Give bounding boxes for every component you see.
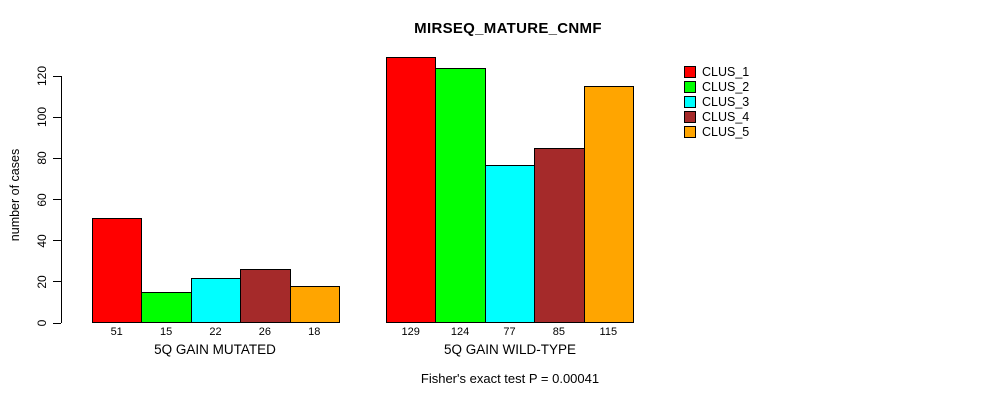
bar-clus-3-5q-gain-mutated <box>190 277 242 323</box>
bar-value-label-clus-5-5q-gain-wild-type: 115 <box>599 326 618 338</box>
bar-value-label-clus-3-5q-gain-mutated: 22 <box>209 326 222 338</box>
bar-clus-1-5q-gain-wild-type <box>386 57 437 323</box>
y-axis-tick <box>53 199 61 200</box>
legend-swatch-clus-2 <box>684 81 696 93</box>
legend-item-label: CLUS_2 <box>702 80 750 94</box>
bar-clus-5-5q-gain-mutated <box>289 285 340 323</box>
y-axis-tick <box>53 281 61 283</box>
x-axis-group-label-wild-type: 5Q GAIN WILD-TYPE <box>443 342 577 357</box>
y-axis-tick-label: 100 <box>35 107 49 128</box>
y-axis-tick <box>53 75 61 77</box>
bar-value-label-clus-4-5q-gain-mutated: 26 <box>258 326 272 338</box>
y-axis-tick <box>53 240 61 242</box>
y-axis-tick-label: 120 <box>35 65 49 87</box>
legend-item-label: CLUS_5 <box>702 125 750 139</box>
bar-value-label-clus-2-5q-gain-wild-type: 124 <box>450 326 470 338</box>
legend-item-clus-1: CLUS_1 <box>684 66 749 78</box>
legend-item-clus-3: CLUS_3 <box>684 96 749 108</box>
bar-value-label-clus-1-5q-gain-mutated: 51 <box>110 326 123 338</box>
legend: CLUS_1 CLUS_2 CLUS_3 CLUS_4 CLUS_5 <box>684 66 749 138</box>
y-axis-tick-label: 60 <box>35 192 49 207</box>
legend-item-label: CLUS_4 <box>702 110 750 124</box>
y-axis-tick-label: 20 <box>35 275 49 289</box>
bar-clus-3-5q-gain-wild-type <box>484 164 536 323</box>
y-axis-tick <box>53 322 61 324</box>
fisher-test-annotation: Fisher's exact test P = 0.00041 <box>420 371 600 386</box>
bar-clus-5-5q-gain-wild-type <box>583 86 634 323</box>
bar-value-label-clus-4-5q-gain-wild-type: 85 <box>552 326 566 338</box>
bar-clus-4-5q-gain-wild-type <box>534 148 585 323</box>
legend-item-clus-5: CLUS_5 <box>684 126 749 138</box>
legend-swatch-clus-1 <box>684 66 696 78</box>
chart-title: MIRSEQ_MATURE_CNMF <box>414 20 602 37</box>
legend-item-label: CLUS_3 <box>702 95 750 109</box>
bar-value-label-clus-3-5q-gain-wild-type: 77 <box>503 326 516 338</box>
bar-clus-2-5q-gain-wild-type <box>435 67 486 323</box>
y-axis-tick-label: 40 <box>35 233 49 248</box>
x-axis-group-label-mutated: 5Q GAIN MUTATED <box>154 342 276 357</box>
legend-swatch-clus-3 <box>684 96 696 108</box>
y-axis-tick-label: 0 <box>35 319 49 327</box>
legend-swatch-clus-5 <box>684 126 696 138</box>
bar-value-label-clus-1-5q-gain-wild-type: 129 <box>401 326 420 338</box>
legend-item-label: CLUS_1 <box>702 65 750 79</box>
legend-item-clus-4: CLUS_4 <box>684 111 749 123</box>
y-axis-label: number of cases <box>8 148 22 242</box>
legend-item-clus-2: CLUS_2 <box>684 81 749 93</box>
bar-value-label-clus-5-5q-gain-mutated: 18 <box>308 326 321 338</box>
bar-clus-4-5q-gain-mutated <box>240 269 291 323</box>
bar-value-label-clus-2-5q-gain-mutated: 15 <box>159 326 173 338</box>
bar-clus-1-5q-gain-mutated <box>92 218 143 323</box>
bar-clus-2-5q-gain-mutated <box>141 292 192 323</box>
y-axis-line <box>61 76 62 323</box>
legend-swatch-clus-4 <box>684 111 696 123</box>
y-axis-tick <box>53 157 61 159</box>
y-axis-tick-label: 80 <box>35 151 49 166</box>
y-axis-tick <box>53 116 61 118</box>
